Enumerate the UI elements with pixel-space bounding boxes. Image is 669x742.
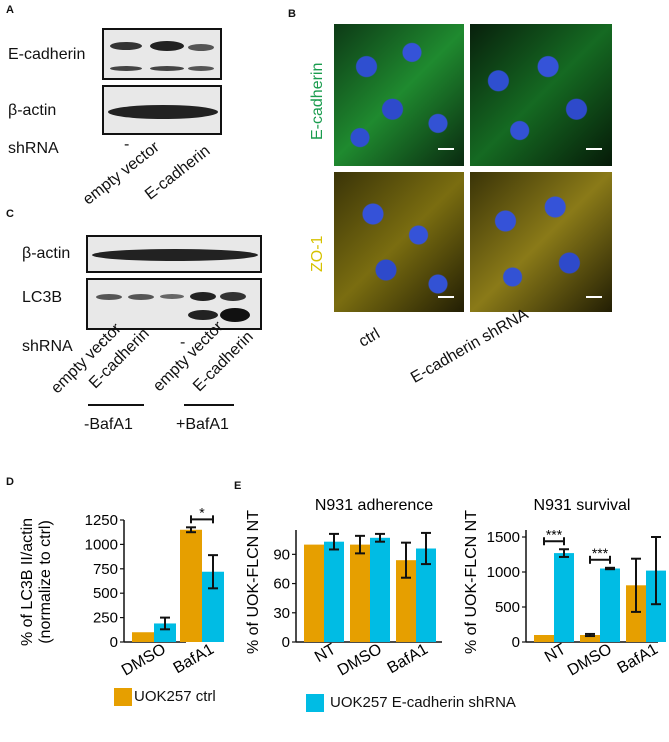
panel-label-e: E <box>234 480 242 492</box>
x-tick-label: BafA1 <box>385 641 431 678</box>
bar-shrna-dmso <box>154 623 176 642</box>
y-tick-label: 90 <box>273 546 290 563</box>
blot-c-row1-label: β-actin <box>22 245 71 262</box>
y-tick-label: 250 <box>93 610 118 627</box>
chart-survival: 0 500 1000 1500 NT *** DMSO *** BafA1 % of UOK-FL… <box>463 497 666 679</box>
y-axis-label: % of LC3B II/actin <box>19 518 36 646</box>
group-bar-plus <box>184 404 234 406</box>
blot-a-ecadherin <box>102 28 222 80</box>
bar-ctrl-dmso <box>350 544 370 642</box>
micrograph-ecadherin-shrna <box>470 24 612 166</box>
blot-a-row2-label: β-actin <box>8 102 57 119</box>
bar-ctrl-nt <box>534 635 554 642</box>
bar-shrna-bafa1 <box>202 571 224 642</box>
shrna-label-c: shRNA <box>22 338 73 355</box>
bar-ctrl-nt <box>304 544 324 642</box>
bar-ctrl-dmso <box>580 635 600 642</box>
micrograph-zo1-shrna <box>470 172 612 312</box>
significance-label: *** <box>592 545 609 561</box>
legend-label-ctrl: UOK257 ctrl <box>134 688 216 705</box>
y-tick-label: 1000 <box>85 536 118 553</box>
panel-label-c: C <box>6 208 14 220</box>
panel-label-a: A <box>6 4 14 16</box>
y-tick-label: 1000 <box>487 564 520 581</box>
lane-dash-a: - <box>124 136 130 153</box>
panel-label-d: D <box>6 476 14 488</box>
y-axis-label: % of UOK-FLCN NT <box>245 510 262 654</box>
y-tick-label: 500 <box>93 585 118 602</box>
lane-dash-c1: - <box>98 334 104 351</box>
legend-label-shrna: UOK257 E-cadherin shRNA <box>330 694 516 711</box>
blot-c-actin <box>86 235 262 273</box>
bar-shrna-dmso <box>600 568 620 642</box>
y-axis-label: % of UOK-FLCN NT <box>463 510 480 654</box>
x-tick-label: BafA1 <box>615 641 661 678</box>
x-tick-label: NT <box>312 641 339 666</box>
y-tick-label: 60 <box>273 576 290 593</box>
bar-shrna-dmso <box>370 537 390 642</box>
bar-ctrl-bafa1 <box>626 585 646 642</box>
blot-c-lc3b <box>86 278 262 330</box>
legend-swatch-ctrl <box>114 688 132 706</box>
group-label-plus-bafa1: +BafA1 <box>176 416 229 433</box>
panel-label-b: B <box>288 8 296 20</box>
y-tick-label: 750 <box>93 561 118 578</box>
legend-swatch-shrna <box>306 694 324 712</box>
bar-shrna-bafa1 <box>416 548 436 642</box>
chart-title: N931 survival <box>534 497 631 514</box>
significance-label: *** <box>546 526 563 542</box>
shrna-label-a: shRNA <box>8 140 59 157</box>
blot-c-row2-label: LC3B <box>22 289 63 306</box>
y-tick-label: 0 <box>282 634 290 651</box>
bar-shrna-nt <box>324 541 344 642</box>
y-tick-label: 30 <box>273 605 290 622</box>
micrograph-ecadherin-ctrl <box>334 24 464 166</box>
bar-ctrl-bafa1 <box>396 560 416 642</box>
y-tick-label: 1500 <box>487 529 520 546</box>
bar-shrna-nt <box>554 553 574 642</box>
x-tick-label: DMSO <box>335 641 385 680</box>
x-tick-label: BafA1 <box>171 641 217 678</box>
bar-ctrl-dmso <box>132 632 154 642</box>
chart-lc3b: 0 250 500 750 1000 1250 DMSO BafA1 * % of LC3B II… <box>19 504 224 679</box>
blot-a-row1-label: E-cadherin <box>8 46 86 63</box>
x-tick-label: DMSO <box>565 641 615 680</box>
bar-ctrl-bafa1 <box>180 529 202 642</box>
group-bar-minus <box>88 404 144 406</box>
y-tick-label: 0 <box>110 634 118 651</box>
group-label-minus-bafa1: -BafA1 <box>84 416 133 433</box>
lane-dash-c2: - <box>180 334 186 351</box>
y-tick-label: 1250 <box>85 512 118 529</box>
y-axis-label: (normalize to ctrl) <box>37 520 54 644</box>
bar-shrna-bafa1 <box>646 570 666 642</box>
x-tick-label: DMSO <box>119 641 169 680</box>
x-tick-label: NT <box>542 641 569 666</box>
significance-label: * <box>199 504 205 520</box>
y-tick-label: 500 <box>495 599 520 616</box>
y-tick-label: 0 <box>512 634 520 651</box>
chart-title: N931 adherence <box>315 497 433 514</box>
blot-a-actin <box>102 85 222 135</box>
micrograph-zo1-ctrl <box>334 172 464 312</box>
